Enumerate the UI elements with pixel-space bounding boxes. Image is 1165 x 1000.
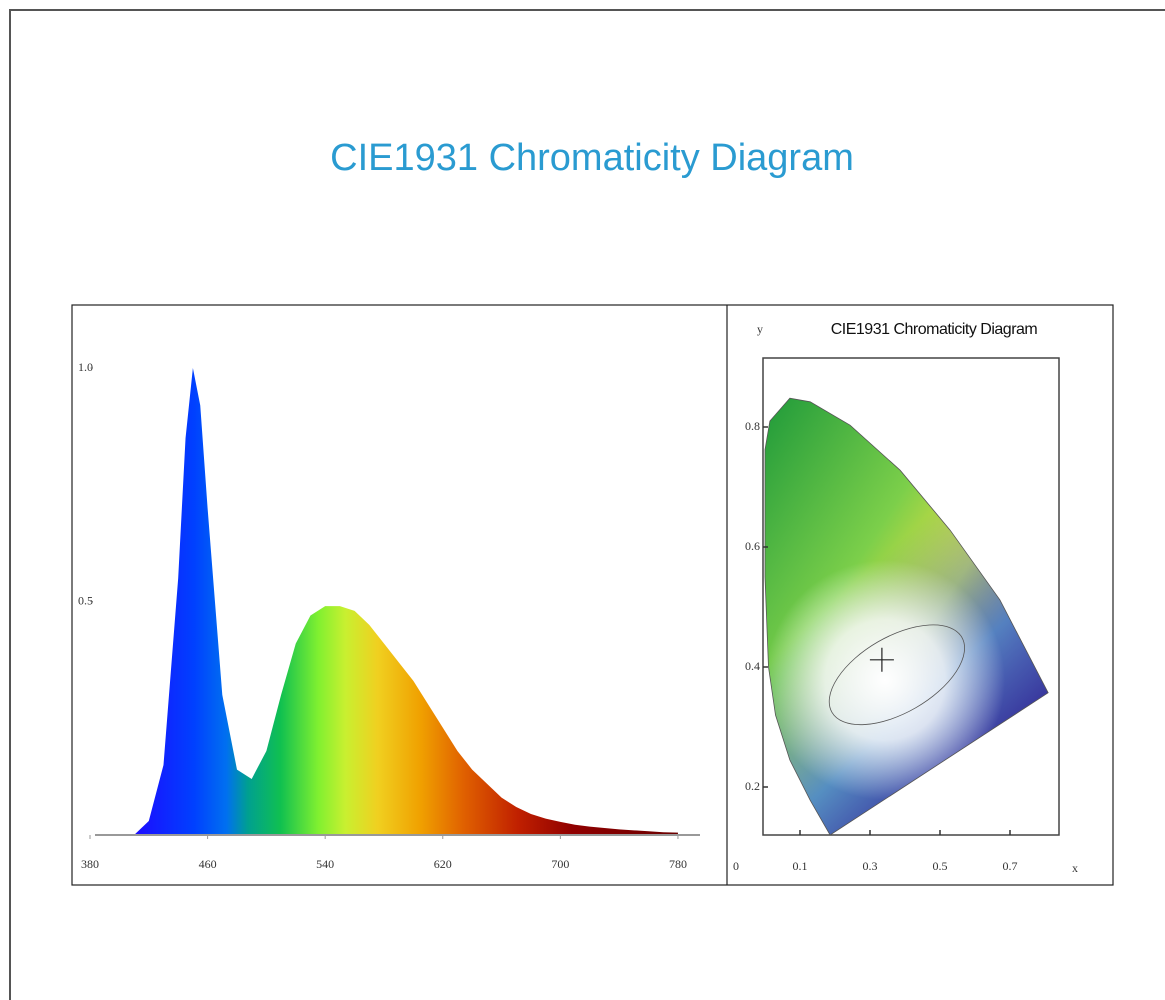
y-tick-label: 0.2	[745, 779, 760, 793]
y-axis-label: y	[757, 322, 763, 336]
figure-frame	[71, 304, 1114, 886]
x-tick-label: 0.1	[793, 859, 808, 873]
x-tick-label: 540	[316, 857, 334, 871]
y-tick-label: 0.8	[745, 419, 760, 433]
cie-chart: 0.1 0.3 0.5 0.7 0.2 0.4 0.6 0.8 0 x y CIE1931 Chrom…	[733, 321, 1078, 875]
locus-clip	[764, 397, 1049, 835]
x-tick-label: 380	[81, 857, 99, 871]
y-tick-label: 0.4	[745, 659, 760, 673]
x-tick-label: 700	[551, 857, 569, 871]
spectrum-chart: 380 460 540 620 700 780 0.5 1.0	[78, 360, 700, 871]
locus-white	[765, 398, 1049, 835]
spectral-locus	[764, 397, 1049, 835]
x-axis-label: x	[1072, 861, 1078, 875]
page-frame	[9, 9, 1165, 1000]
x-tick-label: 0.7	[1003, 859, 1018, 873]
spectrum-area	[134, 368, 678, 835]
x-tick-label: 0.5	[933, 859, 948, 873]
planckian-ellipse	[828, 624, 965, 726]
y-tick-label: 0.5	[78, 593, 93, 607]
page-title: CIE1931 Chromaticity Diagram	[330, 137, 854, 179]
y-tick-label: 0.6	[745, 539, 760, 553]
x-tick-label: 780	[669, 857, 687, 871]
x-tick-label: 460	[199, 857, 217, 871]
cie-plot-frame	[762, 357, 1060, 836]
chart-title: CIE1931 Chromaticity Diagram	[831, 321, 1038, 338]
origin-label: 0	[733, 859, 739, 873]
white-point	[869, 647, 894, 672]
y-tick-label: 1.0	[78, 360, 93, 374]
x-tick-label: 0.3	[863, 859, 878, 873]
x-tick-label: 620	[434, 857, 452, 871]
